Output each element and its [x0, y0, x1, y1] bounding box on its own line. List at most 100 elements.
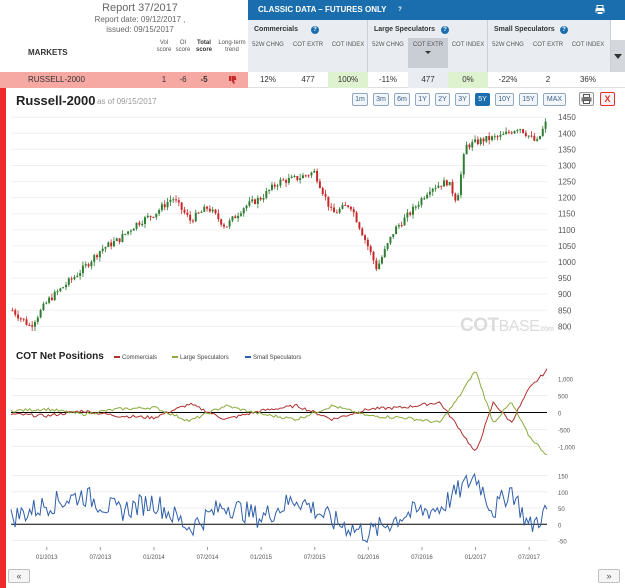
candle-body [189, 214, 192, 221]
price-chart: 800 850 900 950 1000 1050 1100 1150 1200 1250 1300… [11, 113, 576, 331]
report-date: Report date: 09/12/2017 , [94, 15, 186, 24]
cot-report-header: Report 37/2017 Report date: 09/12/2017 ,… [0, 0, 625, 88]
candle-body [217, 213, 220, 220]
price-tick-label: 1250 [558, 178, 576, 187]
market-name[interactable]: RUSSELL-2000 [28, 75, 85, 84]
candle-body [251, 199, 254, 202]
candle-body [22, 318, 25, 320]
candle-body [141, 223, 144, 225]
x-axis-label: 01/2013 [36, 555, 58, 561]
candle-body [93, 255, 96, 262]
range-button-max[interactable]: MAX [543, 93, 566, 106]
small-spec-tick-label: 0 [558, 523, 562, 529]
range-button-1y[interactable]: 1Y [415, 93, 430, 106]
vol-score-header[interactable]: Vol score [156, 40, 172, 53]
range-button-5y[interactable]: 5Y [475, 93, 490, 106]
commercials-52w-header[interactable]: 52W CHNG [252, 42, 284, 48]
candle-body [310, 172, 313, 176]
range-button-2y[interactable]: 2Y [435, 93, 450, 106]
legend-commercials[interactable]: Commercials [114, 355, 157, 361]
candle-body [414, 206, 417, 208]
candle-body [239, 213, 242, 216]
chart-title: Russell-2000 [16, 93, 96, 108]
long-term-trend-header[interactable]: Long-term trend [218, 40, 246, 53]
legend-small-speculators[interactable]: Small Speculators [245, 355, 301, 361]
price-tick-label: 1100 [558, 226, 576, 235]
total-score-header[interactable]: Total score [195, 40, 212, 53]
commercials-cot-extr-value: 477 [301, 75, 315, 84]
range-button-1m[interactable]: 1m [352, 93, 368, 106]
candle-body [98, 251, 101, 258]
commercials-cot-index-header[interactable]: COT INDEX [331, 42, 365, 48]
candle-body [242, 208, 245, 214]
range-button-3y[interactable]: 3Y [455, 93, 470, 106]
candle-body [474, 139, 477, 142]
candle-body [443, 180, 446, 187]
candle-body [214, 209, 217, 214]
candle-body [211, 209, 214, 212]
print-icon[interactable] [595, 5, 605, 15]
candle-body [355, 212, 358, 223]
candle-body [104, 247, 107, 249]
candle-body [392, 234, 395, 237]
candle-body [56, 291, 59, 293]
series-line-small-speculators [10, 472, 548, 544]
classic-help-icon[interactable]: ? [396, 6, 404, 14]
range-button-15y[interactable]: 15Y [519, 93, 538, 106]
candle-body [488, 136, 491, 141]
candle-body [191, 220, 194, 222]
large-spec-52w-header[interactable]: 52W CHNG [372, 42, 404, 48]
price-tick-label: 1000 [558, 258, 576, 267]
cot-tick-label: 1,000 [558, 378, 574, 384]
price-tick-label: 1300 [558, 161, 576, 170]
range-button-6m[interactable]: 6m [394, 93, 410, 106]
candle-body [11, 310, 14, 312]
candle-body [527, 135, 530, 137]
price-tick-label: 1150 [558, 210, 576, 219]
small-spec-cot-extr-header[interactable]: COT EXTR [532, 42, 564, 48]
candle-body [234, 216, 237, 219]
oi-score-header[interactable]: OI score [175, 40, 191, 53]
small-speculators-help-icon[interactable]: ? [560, 26, 568, 34]
price-tick-label: 1050 [558, 242, 576, 251]
candle-body [262, 198, 265, 200]
candle-body [465, 144, 468, 155]
commercials-cot-extr-header[interactable]: COT EXTR [292, 42, 324, 48]
previous-market-button[interactable]: « [8, 569, 30, 583]
print-chart-button[interactable] [579, 92, 594, 106]
candle-body [70, 278, 73, 280]
candle-body [166, 202, 169, 208]
candle-body [265, 191, 268, 199]
candle-body [513, 131, 516, 134]
small-spec-cot-index-header[interactable]: COT INDEX [571, 42, 605, 48]
candle-body [67, 278, 70, 285]
market-row-russell-2000[interactable]: RUSSELL-2000 1 -6 -5 [0, 72, 248, 88]
large-spec-cot-index-header[interactable]: COT INDEX [451, 42, 485, 48]
candle-body [505, 131, 508, 135]
candle-body [316, 170, 319, 182]
candle-body [96, 255, 99, 258]
candle-body [101, 248, 104, 252]
commercials-help-icon[interactable]: ? [311, 26, 319, 34]
candle-body [496, 136, 499, 138]
legend-large-speculators[interactable]: Large Speculators [172, 355, 229, 361]
report-info: Report 37/2017 Report date: 09/12/2017 ,… [60, 2, 220, 35]
small-spec-52w-header[interactable]: 52W CHNG [492, 42, 524, 48]
large-spec-cot-extr-header[interactable]: COT EXTR [408, 38, 448, 68]
legend-label: Large Speculators [180, 355, 229, 361]
scroll-down-button[interactable] [611, 40, 625, 72]
close-chart-button[interactable]: X [600, 92, 615, 106]
watermark-cot: COT [460, 315, 499, 336]
range-button-10y[interactable]: 10Y [495, 93, 514, 106]
candle-body [73, 276, 76, 280]
markets-column-header[interactable]: MARKETS [28, 48, 68, 57]
range-button-3m[interactable]: 3m [373, 93, 389, 106]
classic-data-title: CLASSIC DATA – FUTURES ONLY [258, 5, 387, 14]
candle-body [155, 213, 158, 218]
candle-body [364, 235, 367, 240]
candle-body [349, 206, 352, 210]
large-speculators-help-icon[interactable]: ? [441, 26, 449, 34]
report-issued: issued: 09/15/2017 [106, 25, 174, 34]
candle-body [146, 215, 149, 218]
next-market-button[interactable]: » [598, 569, 620, 583]
